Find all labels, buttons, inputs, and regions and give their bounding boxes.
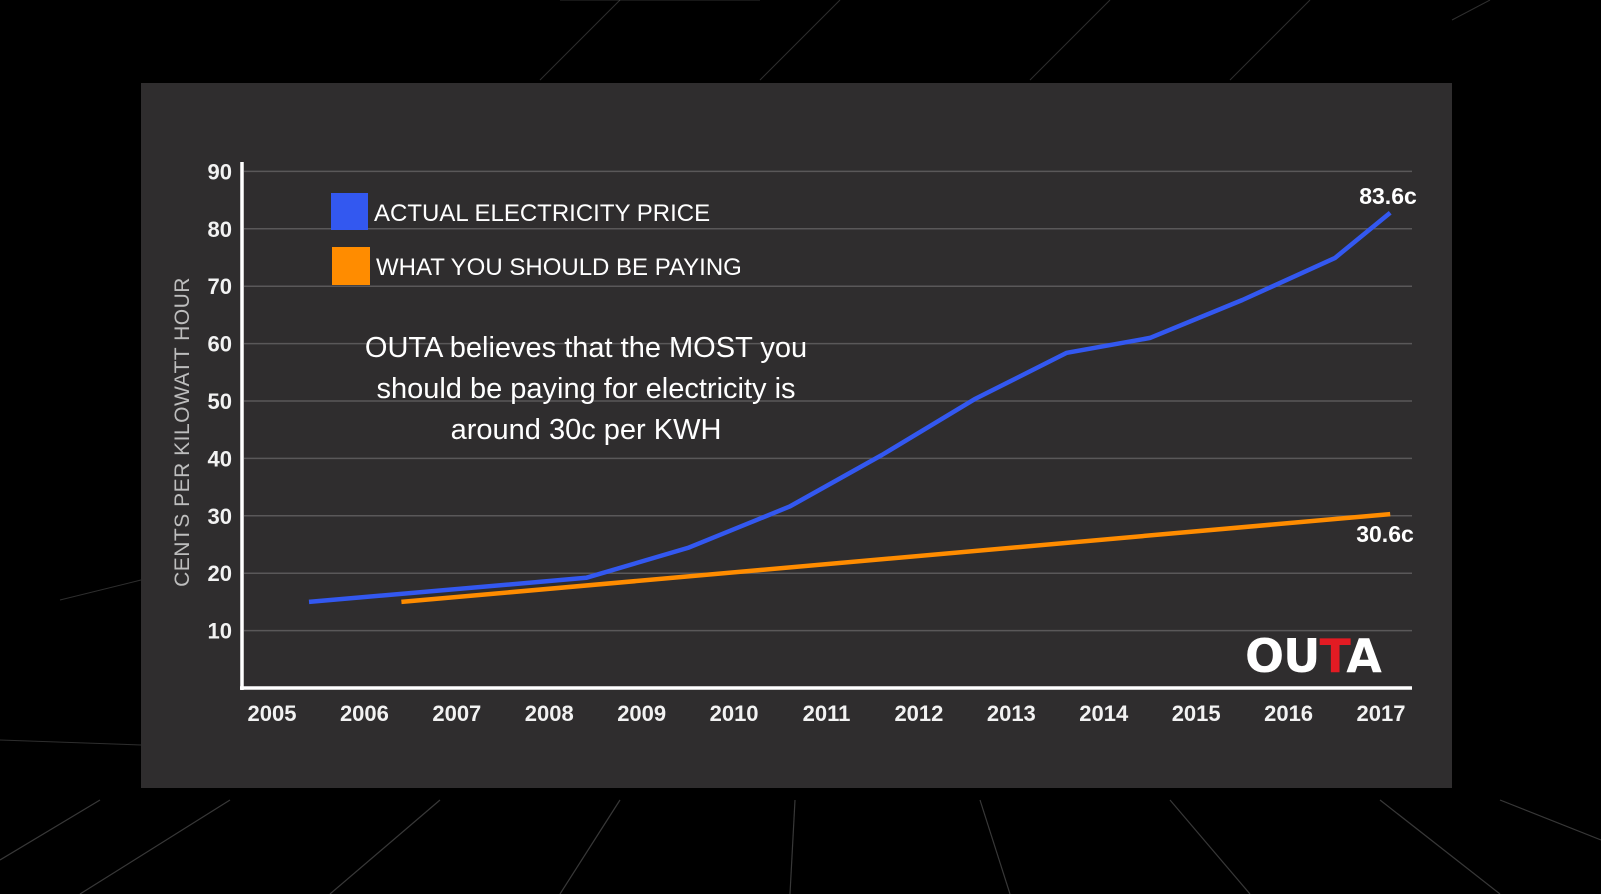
legend-label-should-pay: WHAT YOU SHOULD BE PAYING [376, 254, 742, 281]
svg-text:OUTA: OUTA [1245, 629, 1382, 683]
y-tick-label: 30 [208, 504, 232, 529]
x-tick-label: 2016 [1264, 701, 1313, 726]
y-tick-label: 80 [208, 217, 232, 242]
x-tick-label: 2017 [1357, 701, 1406, 726]
series-lines [308, 210, 1392, 605]
legend-swatch-actual [331, 193, 368, 230]
gridlines [244, 170, 1412, 632]
x-tick-label: 2010 [710, 701, 759, 726]
x-tick-labels: 2005 2006 2007 2008 2009 2010 2011 2012 2013 2014… [248, 701, 1406, 726]
x-tick-label: 2013 [987, 701, 1036, 726]
series-line-should-pay [401, 511, 1391, 605]
x-tick-label: 2011 [803, 701, 851, 726]
x-tick-label: 2012 [894, 701, 943, 726]
y-tick-label: 20 [208, 561, 232, 586]
y-tick-label: 60 [208, 332, 232, 357]
annotation-line: OUTA believes that the MOST you [365, 332, 807, 364]
x-tick-label: 2014 [1079, 701, 1129, 726]
legend-swatch-should-pay [332, 247, 370, 285]
y-tick-label: 10 [208, 619, 232, 644]
y-tick-label: 40 [208, 446, 232, 471]
legend: ACTUAL ELECTRICITY PRICE WHAT YOU SHOULD… [331, 193, 742, 285]
x-tick-label: 2008 [525, 701, 574, 726]
annotation: OUTA believes that the MOST you should b… [365, 332, 807, 446]
data-label-should-pay-end: 30.6c [1356, 521, 1414, 547]
x-tick-label: 2005 [248, 701, 297, 726]
logo-letter: A [1346, 629, 1382, 683]
series-line-actual [308, 210, 1392, 605]
y-tick-label: 90 [208, 159, 232, 184]
y-tick-label: 50 [208, 389, 232, 414]
logo-letter: O [1245, 629, 1283, 683]
x-tick-label: 2015 [1172, 701, 1221, 726]
y-tick-labels: 10 20 30 40 50 60 70 80 90 [208, 159, 232, 643]
y-axis-label: CENTS PER KILOWATT HOUR [171, 277, 194, 587]
data-label-actual-end: 83.6c [1359, 183, 1417, 209]
annotation-line: around 30c per KWH [451, 414, 722, 446]
x-tick-label: 2007 [432, 701, 481, 726]
logo-letter: U [1283, 629, 1319, 683]
annotation-line: should be paying for electricity is [376, 373, 795, 405]
outa-logo: OUTA [1245, 629, 1383, 683]
y-tick-label: 70 [208, 274, 232, 299]
x-tick-label: 2006 [340, 701, 389, 726]
legend-label-actual: ACTUAL ELECTRICITY PRICE [374, 200, 710, 227]
x-tick-label: 2009 [617, 701, 666, 726]
